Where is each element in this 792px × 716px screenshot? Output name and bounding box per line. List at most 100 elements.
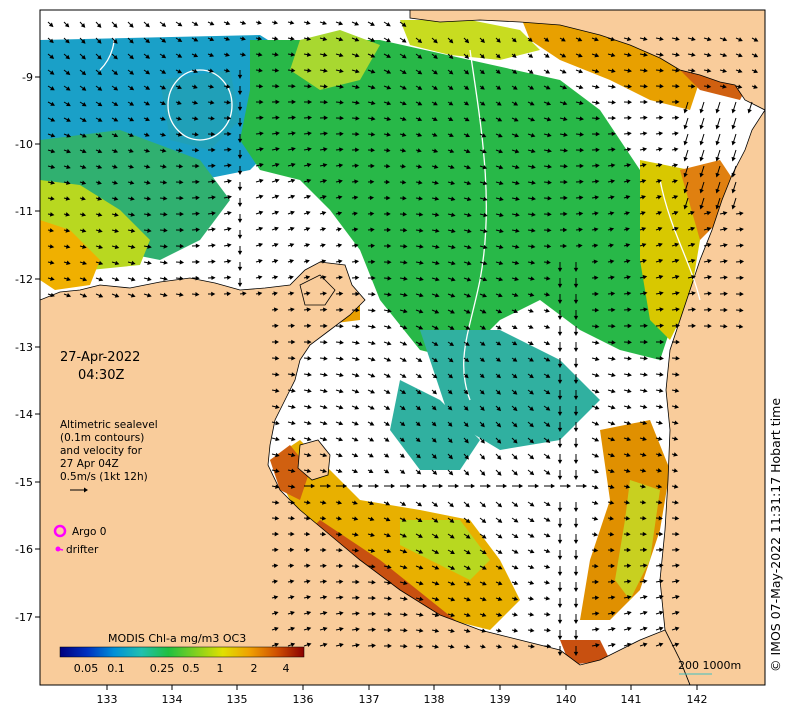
velocity-arrowhead [322,563,327,569]
velocity-arrowhead [497,471,502,476]
velocity-arrowhead [371,340,376,346]
velocity-arrowhead [96,23,102,28]
velocity-arrowhead [337,211,343,216]
velocity-arrowhead [211,195,216,200]
velocity-arrowhead [274,52,279,57]
velocity-arrowhead [353,195,359,200]
velocity-arrowhead [417,164,423,169]
velocity-arrowhead [353,437,359,442]
velocity-arrowhead [464,470,470,476]
velocity-arrowhead [401,501,407,506]
velocity-arrowhead [545,292,551,297]
velocity-arrowhead [627,642,632,648]
velocity-arrowhead [557,523,563,529]
velocity-arrowhead [259,178,264,184]
velocity-arrowhead [146,180,151,185]
velocity-arrowhead [193,116,199,121]
velocity-arrowhead [386,69,392,74]
velocity-arrowhead [529,85,535,90]
velocity-arrowhead [450,164,455,170]
velocity-arrowhead [400,421,406,427]
velocity-arrowhead [402,533,407,538]
velocity-arrowhead [683,124,688,130]
velocity-arrowhead [306,579,311,584]
argo-circle-icon [53,524,67,538]
velocity-arrowhead [323,68,328,73]
velocity-arrowhead [496,373,502,379]
velocity-arrowhead [627,323,632,329]
velocity-arrowhead [659,547,664,553]
velocity-arrowhead [257,291,263,296]
velocity-arrowhead [545,548,551,554]
velocity-arrowhead [113,86,119,91]
velocity-arrowhead [674,404,680,409]
velocity-arrowhead [386,532,391,538]
velocity-arrowhead [386,548,392,554]
velocity-arrowhead [674,642,680,647]
velocity-arrowhead [529,549,535,554]
velocity-arrowhead [338,195,343,200]
velocity-arrowhead [498,276,504,282]
velocity-arrowhead [625,243,631,248]
velocity-arrowhead [643,52,648,57]
velocity-arrowhead [528,324,534,329]
velocity-arrowhead [573,571,579,577]
velocity-arrowhead [307,388,312,394]
velocity-arrowhead [593,259,599,264]
velocity-arrowhead [675,99,680,105]
velocity-arrowhead [209,36,215,42]
velocity-arrowhead [402,549,408,554]
velocity-arrowhead [114,212,119,217]
velocity-arrowhead [497,565,503,570]
velocity-arrowhead [402,85,407,90]
velocity-arrowhead [66,164,71,170]
velocity-arrowhead [480,357,485,362]
velocity-arrowhead [163,196,168,201]
velocity-arrowhead [499,212,504,218]
velocity-arrowhead [209,100,215,105]
velocity-arrowhead [50,133,56,138]
velocity-arrowhead [563,132,568,137]
velocity-arrowhead [161,116,166,121]
velocity-arrowhead [305,547,311,553]
velocity-arrowhead [273,20,279,25]
velocity-arrowhead [593,532,599,537]
velocity-arrowhead [739,308,744,313]
velocity-arrowhead [370,211,375,217]
velocity-arrowhead [512,357,518,362]
velocity-arrowhead [466,550,471,555]
velocity-arrowhead [371,308,376,313]
velocity-arrowhead [433,502,439,507]
velocity-arrowhead [258,259,263,264]
velocity-arrowhead [579,147,585,153]
velocity-arrowhead [480,85,485,90]
legend-line: 0.5m/s (1kt 12h) [60,471,148,483]
velocity-arrowhead [291,131,296,136]
velocity-arrowhead [258,275,263,280]
velocity-arrowhead [226,259,232,264]
velocity-arrowhead [642,274,648,280]
velocity-arrowhead [339,611,344,616]
velocity-arrowhead [338,547,343,553]
velocity-arrowhead [355,275,360,281]
velocity-arrowhead [557,443,563,449]
velocity-arrowhead [310,483,316,489]
velocity-arrowhead [114,260,120,266]
velocity-arrowhead [595,100,600,105]
velocity-arrowhead [227,131,232,137]
velocity-arrowhead [129,148,134,153]
velocity-arrowhead [432,438,437,443]
velocity-arrowhead [465,148,471,154]
velocity-arrowhead [643,307,648,312]
velocity-arrowhead [257,20,262,25]
velocity-arrowhead [450,628,455,634]
velocity-arrowhead [657,484,663,489]
velocity-arrowhead [371,595,376,601]
velocity-arrowhead [480,38,485,44]
velocity-arrowhead [499,196,504,202]
velocity-arrowhead [177,22,183,27]
velocity-arrowhead [371,100,376,106]
velocity-arrowhead [226,115,232,121]
velocity-arrowhead [528,69,534,74]
velocity-arrowhead [306,52,312,57]
